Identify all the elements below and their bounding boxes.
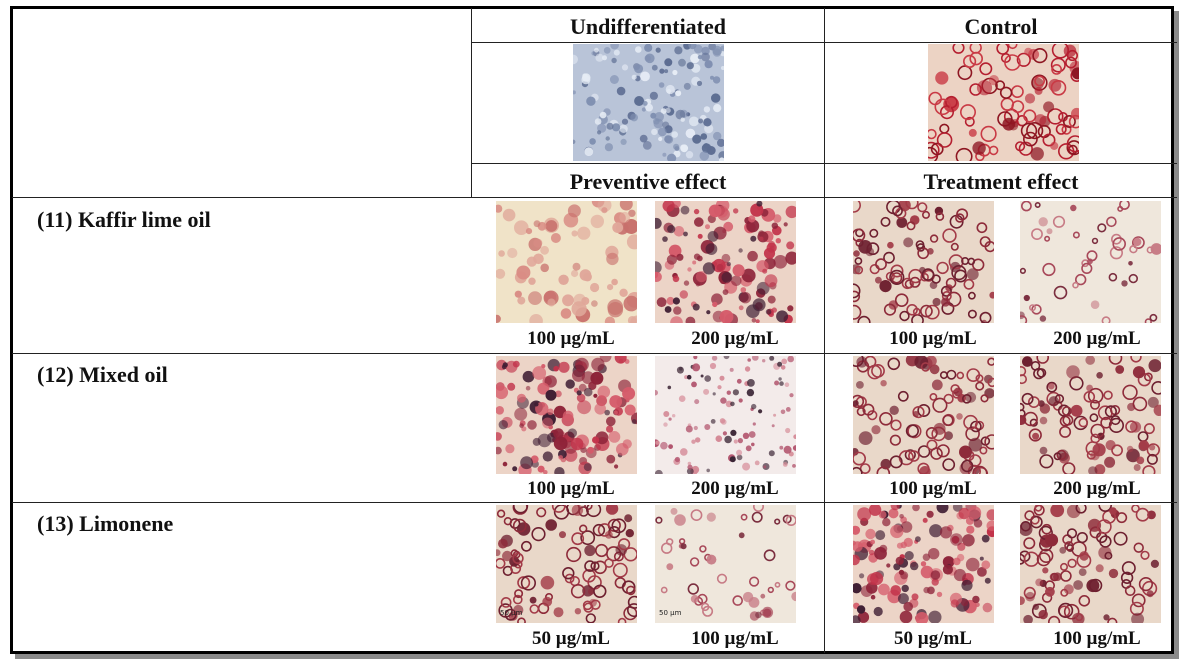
row-rule-1 <box>12 353 1177 354</box>
scale-bar-label-2: 50 µm <box>659 609 682 617</box>
micrograph-kaffir-preventive-2 <box>655 201 796 323</box>
header-preventive-effect: Preventive effect <box>569 169 727 194</box>
header-treatment-effect: Treatment effect <box>923 169 1079 194</box>
caption-mixed-preventive-1: 100 µg/mL <box>527 478 615 499</box>
caption-limonene-treatment-2: 100 µg/mL <box>1053 628 1141 649</box>
subheader-rule-bottom <box>12 197 1177 198</box>
header-undifferentiated: Undifferentiated <box>569 14 727 39</box>
scale-bar-label-1: 50 µm <box>500 609 523 617</box>
caption-mixed-preventive-2: 200 µg/mL <box>691 478 779 499</box>
figure-frame <box>10 6 1174 654</box>
micrograph-kaffir-preventive-1 <box>496 201 637 323</box>
micrograph-limonene-preventive-1 <box>496 505 637 623</box>
row-label-kaffir-lime-oil: (11) Kaffir lime oil <box>37 207 211 232</box>
caption-kaffir-treatment-2: 200 µg/mL <box>1053 328 1141 349</box>
caption-kaffir-treatment-1: 100 µg/mL <box>889 328 977 349</box>
column-divider <box>824 8 825 653</box>
micrograph-mixed-preventive-2 <box>655 356 796 474</box>
micrograph-undifferentiated <box>573 44 724 161</box>
micrograph-kaffir-treatment-2 <box>1020 201 1161 323</box>
micrograph-limonene-treatment-2 <box>1020 505 1161 623</box>
row-rule-2 <box>12 502 1177 503</box>
header-vertical-rule <box>471 8 472 198</box>
caption-kaffir-preventive-1: 100 µg/mL <box>527 328 615 349</box>
micrograph-limonene-treatment-1 <box>853 505 994 623</box>
micrograph-mixed-treatment-2 <box>1020 356 1161 474</box>
caption-mixed-treatment-2: 200 µg/mL <box>1053 478 1141 499</box>
subheader-rule-top <box>471 163 1177 164</box>
micrograph-limonene-preventive-2 <box>655 505 796 623</box>
caption-limonene-treatment-1: 50 µg/mL <box>894 628 972 649</box>
header-control: Control <box>964 14 1038 39</box>
row-label-limonene: (13) Limonene <box>37 511 174 536</box>
micrograph-control <box>928 44 1079 161</box>
caption-mixed-treatment-1: 100 µg/mL <box>889 478 977 499</box>
micrograph-mixed-treatment-1 <box>853 356 994 474</box>
micrograph-mixed-preventive-1 <box>496 356 637 474</box>
micrograph-kaffir-treatment-1 <box>853 201 994 323</box>
caption-limonene-preventive-2: 100 µg/mL <box>691 628 779 649</box>
caption-limonene-preventive-1: 50 µg/mL <box>532 628 610 649</box>
caption-kaffir-preventive-2: 200 µg/mL <box>691 328 779 349</box>
row-label-mixed-oil: (12) Mixed oil <box>37 362 168 387</box>
